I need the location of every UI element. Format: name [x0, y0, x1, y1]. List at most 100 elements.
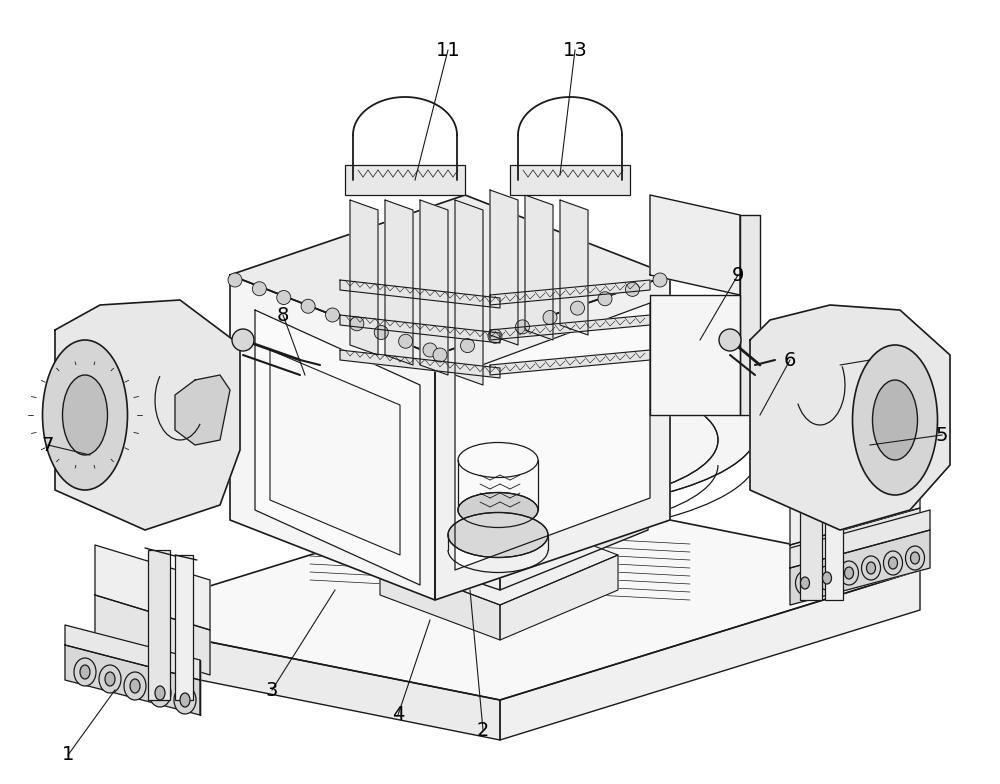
Ellipse shape — [543, 310, 557, 325]
Text: 3: 3 — [266, 681, 278, 699]
Polygon shape — [340, 350, 500, 378]
Text: 7: 7 — [42, 435, 54, 455]
Polygon shape — [100, 490, 920, 700]
Ellipse shape — [626, 282, 640, 296]
Ellipse shape — [180, 693, 190, 707]
Ellipse shape — [423, 343, 437, 357]
Ellipse shape — [866, 562, 876, 574]
Ellipse shape — [570, 301, 584, 315]
Ellipse shape — [460, 339, 475, 353]
Polygon shape — [380, 560, 500, 640]
Ellipse shape — [458, 492, 538, 528]
Text: 4: 4 — [392, 706, 404, 724]
Ellipse shape — [124, 672, 146, 700]
Ellipse shape — [374, 325, 388, 339]
Ellipse shape — [822, 572, 832, 584]
Ellipse shape — [130, 679, 140, 693]
Polygon shape — [230, 195, 670, 355]
Polygon shape — [490, 190, 518, 345]
Ellipse shape — [906, 546, 924, 570]
Ellipse shape — [252, 281, 266, 296]
Text: 6: 6 — [784, 350, 796, 369]
Ellipse shape — [719, 329, 741, 351]
Ellipse shape — [448, 513, 548, 557]
Polygon shape — [790, 508, 920, 590]
Bar — [825, 460, 843, 600]
Text: 9: 9 — [732, 266, 744, 285]
Ellipse shape — [174, 686, 196, 714]
Ellipse shape — [458, 442, 538, 477]
Ellipse shape — [852, 345, 938, 495]
Polygon shape — [455, 303, 650, 570]
Ellipse shape — [62, 375, 108, 455]
Text: 5: 5 — [936, 426, 948, 445]
Ellipse shape — [516, 320, 530, 334]
Polygon shape — [740, 215, 760, 415]
Ellipse shape — [149, 679, 171, 707]
Polygon shape — [340, 315, 500, 343]
Ellipse shape — [862, 556, 881, 580]
Text: 8: 8 — [277, 306, 289, 325]
Ellipse shape — [301, 299, 315, 314]
Ellipse shape — [844, 567, 854, 579]
Polygon shape — [255, 310, 420, 585]
Text: 11: 11 — [436, 41, 460, 60]
Ellipse shape — [872, 380, 918, 460]
Polygon shape — [650, 195, 740, 295]
Ellipse shape — [155, 686, 165, 700]
Polygon shape — [385, 200, 413, 365]
Ellipse shape — [326, 308, 340, 322]
Polygon shape — [95, 545, 210, 630]
Bar — [345, 165, 465, 195]
Polygon shape — [380, 510, 618, 605]
Ellipse shape — [910, 552, 920, 564]
Polygon shape — [790, 510, 930, 568]
Ellipse shape — [884, 551, 902, 575]
Ellipse shape — [433, 348, 447, 362]
Polygon shape — [270, 350, 400, 555]
Polygon shape — [55, 300, 240, 530]
Polygon shape — [490, 315, 650, 340]
Bar — [510, 165, 630, 195]
Polygon shape — [350, 490, 500, 590]
Ellipse shape — [42, 340, 128, 490]
Ellipse shape — [840, 561, 858, 585]
Polygon shape — [750, 305, 950, 530]
Ellipse shape — [818, 566, 836, 590]
Polygon shape — [230, 275, 435, 600]
Text: 1: 1 — [62, 746, 74, 764]
Polygon shape — [490, 350, 650, 375]
Ellipse shape — [889, 557, 898, 569]
Text: 13: 13 — [563, 41, 587, 60]
Ellipse shape — [105, 672, 115, 686]
Ellipse shape — [800, 577, 810, 589]
Polygon shape — [350, 200, 378, 355]
Bar — [175, 555, 193, 700]
Polygon shape — [560, 200, 588, 335]
Ellipse shape — [350, 317, 364, 331]
Polygon shape — [95, 595, 210, 675]
Ellipse shape — [74, 658, 96, 686]
Ellipse shape — [653, 273, 667, 287]
Polygon shape — [500, 480, 648, 590]
Ellipse shape — [399, 334, 413, 348]
Polygon shape — [100, 620, 500, 740]
Polygon shape — [490, 280, 650, 305]
Polygon shape — [525, 195, 553, 340]
Polygon shape — [500, 570, 920, 740]
Polygon shape — [350, 430, 648, 540]
Ellipse shape — [598, 292, 612, 306]
Polygon shape — [650, 295, 740, 415]
Ellipse shape — [488, 329, 502, 343]
Polygon shape — [458, 460, 538, 510]
Ellipse shape — [232, 329, 254, 351]
Polygon shape — [790, 530, 930, 605]
Bar — [800, 455, 822, 600]
Polygon shape — [65, 625, 200, 680]
Polygon shape — [790, 460, 920, 545]
Polygon shape — [175, 375, 230, 445]
Polygon shape — [455, 200, 483, 385]
Bar — [148, 550, 170, 700]
Polygon shape — [340, 280, 500, 308]
Polygon shape — [420, 200, 448, 375]
